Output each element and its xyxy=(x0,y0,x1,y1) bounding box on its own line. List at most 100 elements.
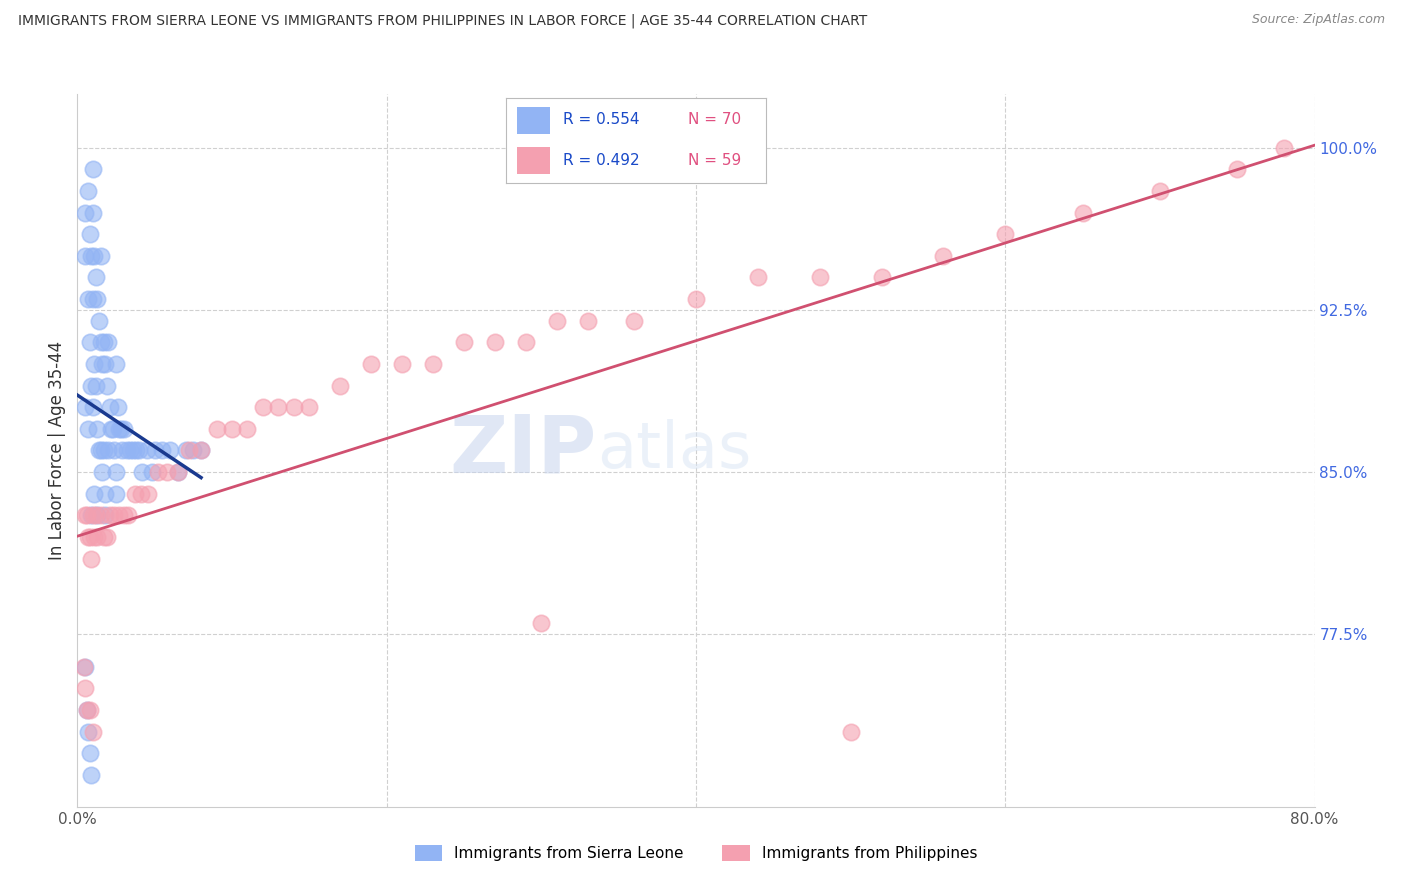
Point xyxy=(83,486,105,500)
Point xyxy=(82,401,104,415)
Point xyxy=(90,249,112,263)
Point xyxy=(685,292,707,306)
Point xyxy=(159,443,181,458)
Point xyxy=(84,270,107,285)
Point xyxy=(75,659,96,673)
Point xyxy=(422,357,444,371)
Point xyxy=(93,335,115,350)
Point xyxy=(77,724,100,739)
Point xyxy=(83,357,105,371)
Y-axis label: In Labor Force | Age 35-44: In Labor Force | Age 35-44 xyxy=(48,341,66,560)
Point xyxy=(110,422,132,436)
Point xyxy=(108,422,131,436)
Point xyxy=(82,205,104,219)
Point xyxy=(190,443,212,458)
Point xyxy=(77,292,100,306)
Text: N = 59: N = 59 xyxy=(688,153,741,168)
Text: atlas: atlas xyxy=(598,419,751,482)
Point xyxy=(453,335,475,350)
Point xyxy=(86,422,108,436)
Point xyxy=(167,465,190,479)
Point xyxy=(80,768,103,782)
Point xyxy=(96,530,118,544)
Point xyxy=(329,378,352,392)
Point xyxy=(156,465,179,479)
Point xyxy=(205,422,228,436)
Point xyxy=(105,486,128,500)
Point xyxy=(1272,141,1295,155)
Point xyxy=(484,335,506,350)
Point xyxy=(82,724,104,739)
Point xyxy=(1071,205,1094,219)
Point xyxy=(77,184,100,198)
Point xyxy=(105,465,128,479)
Text: R = 0.554: R = 0.554 xyxy=(564,112,640,128)
Point xyxy=(83,530,105,544)
Point xyxy=(80,249,103,263)
Point xyxy=(91,465,114,479)
Point xyxy=(103,508,125,523)
Text: Source: ZipAtlas.com: Source: ZipAtlas.com xyxy=(1251,13,1385,27)
Point xyxy=(870,270,893,285)
Point xyxy=(94,486,117,500)
Point xyxy=(1149,184,1171,198)
Point xyxy=(79,335,101,350)
Text: N = 70: N = 70 xyxy=(688,112,741,128)
Point xyxy=(112,422,135,436)
Point xyxy=(82,292,104,306)
Point xyxy=(143,443,166,458)
Point xyxy=(152,443,174,458)
Point xyxy=(117,508,139,523)
Point xyxy=(174,443,197,458)
Point xyxy=(76,703,98,717)
Point xyxy=(530,616,553,631)
Text: IMMIGRANTS FROM SIERRA LEONE VS IMMIGRANTS FROM PHILIPPINES IN LABOR FORCE | AGE: IMMIGRANTS FROM SIERRA LEONE VS IMMIGRAN… xyxy=(18,13,868,28)
Point xyxy=(77,422,100,436)
Point xyxy=(97,335,120,350)
Point xyxy=(90,443,112,458)
Point xyxy=(90,335,112,350)
Point xyxy=(84,508,107,523)
Point xyxy=(98,508,121,523)
Point xyxy=(100,422,122,436)
Point xyxy=(138,486,160,500)
Point xyxy=(141,465,163,479)
Point xyxy=(79,227,101,242)
Point xyxy=(115,443,138,458)
Point xyxy=(75,401,96,415)
Point xyxy=(136,443,159,458)
Point xyxy=(103,443,125,458)
Point xyxy=(124,486,146,500)
Point xyxy=(360,357,382,371)
Point xyxy=(146,465,169,479)
Point xyxy=(111,443,134,458)
Point xyxy=(80,508,103,523)
Point xyxy=(576,314,599,328)
Text: R = 0.492: R = 0.492 xyxy=(564,153,640,168)
Point xyxy=(183,443,205,458)
Point xyxy=(283,401,305,415)
Point xyxy=(546,314,568,328)
Point xyxy=(994,227,1017,242)
Point xyxy=(101,422,124,436)
Point xyxy=(177,443,200,458)
Legend: Immigrants from Sierra Leone, Immigrants from Philippines: Immigrants from Sierra Leone, Immigrants… xyxy=(409,839,983,867)
Point xyxy=(75,249,96,263)
Point xyxy=(82,162,104,177)
Point xyxy=(623,314,645,328)
Point xyxy=(105,357,128,371)
Point xyxy=(90,508,112,523)
Point xyxy=(112,508,135,523)
Point xyxy=(131,465,153,479)
Point xyxy=(808,270,831,285)
Point xyxy=(267,401,290,415)
Point xyxy=(76,703,98,717)
Point xyxy=(122,443,145,458)
Point xyxy=(72,659,94,673)
Point xyxy=(190,443,212,458)
Point xyxy=(93,443,115,458)
Point xyxy=(91,357,114,371)
Point xyxy=(79,746,101,760)
Point xyxy=(75,205,96,219)
Point xyxy=(128,443,150,458)
